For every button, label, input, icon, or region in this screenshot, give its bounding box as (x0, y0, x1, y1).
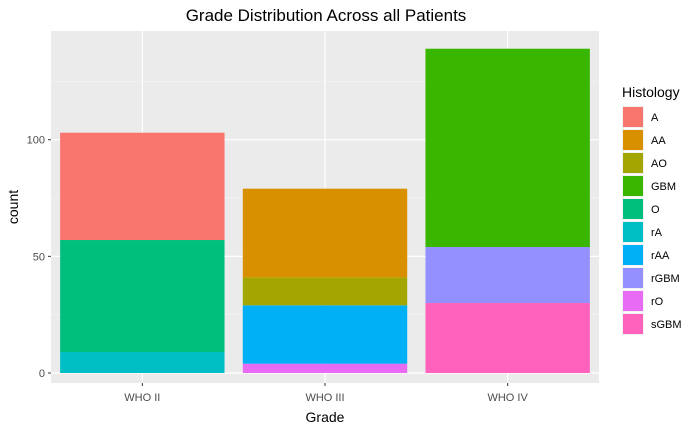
bar-segment-sgbm (425, 303, 590, 373)
legend-label: O (651, 204, 660, 216)
legend-label: sGBM (651, 319, 682, 331)
y-tick-label: 0 (39, 368, 45, 380)
y-axis: 0 50 100 (27, 135, 51, 380)
chart-title: Grade Distribution Across all Patients (186, 6, 467, 25)
legend-swatch-sgbm (623, 314, 643, 334)
legend-swatch-ro (623, 291, 643, 311)
x-tick-label: WHO III (305, 392, 344, 404)
bar-segment-raa (242, 305, 408, 364)
legend-label: rGBM (651, 273, 680, 285)
legend-swatch-rgbm (623, 268, 643, 288)
x-axis: WHO II WHO III WHO IV (124, 383, 528, 404)
bars (60, 48, 590, 373)
x-tick-label: WHO IV (487, 392, 528, 404)
legend-swatch-a (623, 107, 643, 127)
legend-label: GBM (651, 181, 676, 193)
bar-segment-rgbm (425, 247, 590, 304)
legend-title: Histology (622, 84, 680, 100)
y-axis-title: count (5, 190, 21, 224)
bar-segment-a (60, 132, 225, 241)
legend-label: rA (651, 227, 663, 239)
legend-label: rO (651, 296, 664, 308)
legend-label: AA (651, 135, 666, 147)
legend-swatch-o (623, 199, 643, 219)
legend-label: A (651, 112, 659, 124)
y-tick-label: 100 (27, 135, 45, 147)
legend-swatch-ao (623, 153, 643, 173)
bar-segment-gbm (425, 48, 590, 248)
x-axis-title: Grade (306, 409, 345, 425)
x-tick-label: WHO II (124, 392, 160, 404)
legend-swatch-raa (623, 245, 643, 265)
bar-segment-ao (242, 277, 408, 306)
legend-label: AO (651, 158, 667, 170)
bar-segment-ra (60, 352, 225, 373)
bar-segment-aa (242, 188, 408, 278)
legend-swatch-gbm (623, 176, 643, 196)
legend-swatch-ra (623, 222, 643, 242)
y-tick-label: 50 (33, 251, 45, 263)
legend-swatch-aa (623, 130, 643, 150)
bar-segment-ro (242, 363, 408, 373)
bar-segment-o (60, 240, 225, 353)
legend-label: rAA (651, 250, 670, 262)
